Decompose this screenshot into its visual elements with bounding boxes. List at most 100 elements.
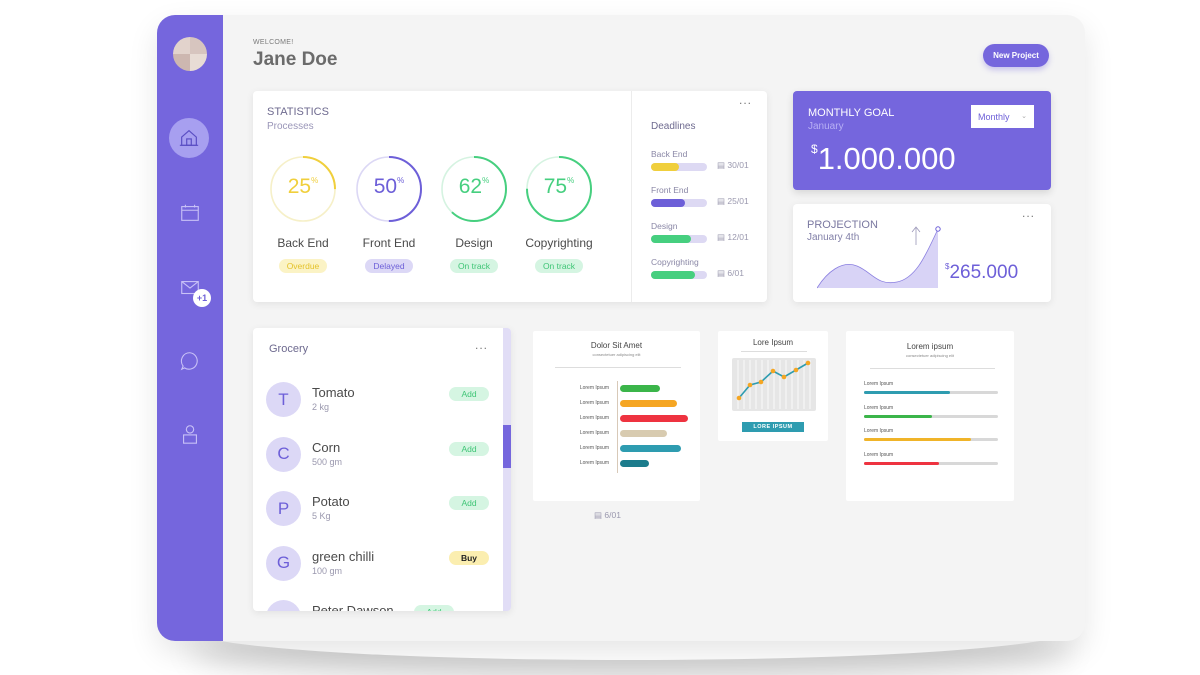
add-button[interactable]: Add xyxy=(449,496,489,510)
deadline-item: Design ▤ 12/01 xyxy=(651,221,761,243)
progress-label: Lorem Ipsum xyxy=(864,451,894,458)
calendar-icon: ▤ xyxy=(594,510,603,520)
bar-label: Lorem Ipsum xyxy=(579,445,609,451)
bar-label: Lorem Ipsum xyxy=(579,415,609,421)
more-icon[interactable]: ... xyxy=(1022,206,1036,220)
more-icon[interactable]: ... xyxy=(475,338,489,352)
welcome-label: WELCOME! xyxy=(253,39,294,46)
progress-label: Lorem Ipsum xyxy=(864,428,894,434)
sidebar-item-home[interactable] xyxy=(169,118,209,158)
scrollbar-thumb[interactable] xyxy=(503,425,511,468)
date-value: 6/01 xyxy=(604,510,621,520)
new-project-button[interactable]: New Project xyxy=(983,44,1049,67)
item-quantity: 5 Kg xyxy=(312,511,331,521)
bar-label: Lorem Ipsum xyxy=(579,385,609,391)
bar-chart-title: Dolor Sit Amet xyxy=(590,341,643,350)
item-name: Peter Dawson xyxy=(312,603,394,611)
bar xyxy=(620,415,688,422)
deadline-date: ▤ 30/01 xyxy=(717,160,749,170)
add-button[interactable]: Add xyxy=(449,387,489,401)
progress-label: Lorem Ipsum xyxy=(864,404,894,411)
divider xyxy=(741,351,807,352)
deadline-progress xyxy=(651,235,707,243)
percent-value: 25% xyxy=(287,175,319,198)
deadlines-panel: ... Deadlines Back End ▤ 30/01 Front End ▤ … xyxy=(631,91,767,302)
progress-card-subtitle: consectetuer adipiscing elit xyxy=(905,353,955,358)
projection-subtitle: January 4th xyxy=(807,232,860,243)
projection-area-chart xyxy=(817,226,941,289)
stat-front-end: 50% Front End Delayed xyxy=(349,155,429,274)
more-icon[interactable]: ... xyxy=(739,93,753,107)
divider xyxy=(870,368,995,369)
deadline-progress xyxy=(651,163,707,171)
status-badge: On track xyxy=(449,259,499,273)
stat-copyrighting: 75% Copyrighting On track xyxy=(519,155,599,274)
deadline-label: Front End xyxy=(651,185,689,195)
status-badge: Overdue xyxy=(278,259,328,273)
stat-label: Copyrighting xyxy=(525,236,593,250)
avatar[interactable] xyxy=(173,37,207,71)
monthly-goal-title: MONTHLY GOAL xyxy=(808,107,895,119)
deadline-progress xyxy=(651,199,707,207)
sidebar-item-calendar[interactable] xyxy=(169,192,211,234)
projection-title: PROJECTION xyxy=(807,219,878,231)
sidebar-item-chat[interactable] xyxy=(169,340,211,382)
progress-bar xyxy=(864,414,998,418)
item-name: green chilli xyxy=(312,548,375,564)
avatar: T xyxy=(266,382,301,417)
add-button[interactable]: Add xyxy=(449,441,489,456)
add-button[interactable]: Add xyxy=(414,605,454,611)
bar xyxy=(620,445,681,452)
monthly-goal-subtitle: January xyxy=(808,121,844,132)
avatar: C xyxy=(266,436,301,472)
item-quantity: 100 gm xyxy=(312,565,343,576)
stat-label: Front End xyxy=(362,236,416,250)
bar-chart-subtitle: consectetuer adipiscing elit xyxy=(592,352,641,357)
monthly-goal-amount: $1.000.000 xyxy=(811,141,956,177)
period-select-value: Monthly xyxy=(978,111,1010,122)
mail-badge: +1 xyxy=(193,289,211,307)
sidebar-item-mail[interactable]: +1 xyxy=(169,267,211,309)
period-select[interactable]: Monthly ⌄ xyxy=(971,105,1034,128)
deadline-item: Front End ▤ 25/01 xyxy=(651,185,761,207)
calendar-icon: ▤ xyxy=(717,160,726,170)
monthly-goal-card: MONTHLY GOAL January $1.000.000 Monthly … xyxy=(793,91,1051,190)
stat-design: 62% Design On track xyxy=(434,155,514,274)
deadline-progress xyxy=(651,271,707,279)
progress-bar xyxy=(864,391,998,394)
buy-button[interactable]: Buy xyxy=(449,550,489,565)
avatar xyxy=(266,600,301,611)
status-badge: Delayed xyxy=(365,259,413,273)
deadline-item: Copyrighting ▤ 6/01 xyxy=(651,257,761,279)
currency-symbol: $ xyxy=(945,262,950,271)
stat-label: Design xyxy=(455,236,493,250)
statistics-title: STATISTICS xyxy=(267,106,329,118)
projection-amount: $265.000 xyxy=(945,262,1018,284)
progress-bar xyxy=(864,438,998,441)
progress-card[interactable]: Lorem ipsum consectetuer adipiscing elit… xyxy=(846,331,1014,501)
line-chart-card[interactable]: Lore Ipsum LORE IPSUM xyxy=(718,331,828,441)
stat-back-end: 25% Back End Overdue xyxy=(263,155,343,274)
grocery-item: C Corn 500 gm Add xyxy=(266,436,496,477)
sidebar-item-profile[interactable] xyxy=(169,413,211,455)
chevron-down-icon: ⌄ xyxy=(1021,113,1027,120)
item-quantity: 2 kg xyxy=(312,402,330,412)
deadlines-title: Deadlines xyxy=(651,121,696,132)
progress-card-title: Lorem ipsum xyxy=(906,342,954,351)
bar xyxy=(620,385,660,392)
bar-chart-date: ▤ 6/01 xyxy=(594,510,621,521)
bar-chart-card[interactable]: Dolor Sit Amet consectetuer adipiscing e… xyxy=(533,331,700,501)
progress-ring: 75% xyxy=(525,155,593,223)
grocery-card: Grocery ... T Tomato 2 kg Add C Corn 500 gm Add… xyxy=(253,328,511,611)
bar xyxy=(620,430,667,437)
divider xyxy=(555,367,681,368)
home-icon xyxy=(179,129,199,146)
bar-label: Lorem Ipsum xyxy=(579,430,609,436)
progress-ring: 62% xyxy=(440,155,508,223)
scrollbar-track[interactable] xyxy=(503,328,511,611)
deadline-label: Back End xyxy=(651,149,688,159)
lore-ipsum-button[interactable]: LORE IPSUM xyxy=(742,422,804,432)
deadline-date: ▤ 25/01 xyxy=(717,196,749,206)
bar xyxy=(620,400,677,407)
grocery-item: Peter Dawson Add xyxy=(266,600,496,611)
